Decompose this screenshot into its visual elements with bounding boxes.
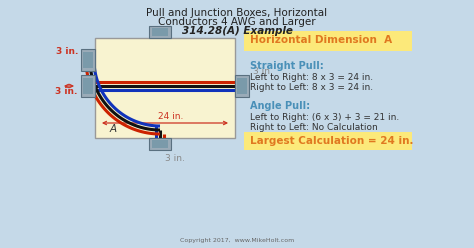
Bar [81,49,95,71]
Text: Angle Pull:: Angle Pull: [250,101,310,111]
Text: Horizontal Dimension  A: Horizontal Dimension A [250,35,392,45]
Text: Copyright 2017,  www.MikeHolt.com: Copyright 2017, www.MikeHolt.com [180,238,294,243]
Text: 3 in.: 3 in. [55,88,77,96]
Text: Largest Calculation = 24 in.: Largest Calculation = 24 in. [250,136,413,146]
Text: Left to Right: (6 x 3) + 3 = 21 in.: Left to Right: (6 x 3) + 3 = 21 in. [250,113,399,122]
Text: Straight Pull:: Straight Pull: [250,61,324,71]
Text: A: A [109,124,117,134]
Text: Conductors 4 AWG and Larger: Conductors 4 AWG and Larger [158,17,316,27]
Text: 3 in.: 3 in. [165,154,185,163]
Text: 3 in.: 3 in. [253,67,273,76]
Text: 24 in.: 24 in. [158,112,184,121]
Bar [83,52,93,68]
Bar [149,138,171,150]
Bar [244,31,412,51]
Bar [95,38,235,138]
Bar [152,140,168,148]
Text: 314.28(A) Example: 314.28(A) Example [182,26,292,36]
Text: Pull and Junction Boxes, Horizontal: Pull and Junction Boxes, Horizontal [146,8,328,18]
Text: 3 in.: 3 in. [55,48,78,57]
Text: Right to Left: No Calculation: Right to Left: No Calculation [250,123,378,132]
Bar [152,28,168,36]
Bar [81,75,95,97]
Bar [244,132,412,150]
Bar [149,26,171,38]
Bar [237,78,247,94]
Text: Right to Left: 8 x 3 = 24 in.: Right to Left: 8 x 3 = 24 in. [250,83,373,92]
Bar [83,78,93,94]
Text: Left to Right: 8 x 3 = 24 in.: Left to Right: 8 x 3 = 24 in. [250,73,373,82]
Bar [235,75,249,97]
